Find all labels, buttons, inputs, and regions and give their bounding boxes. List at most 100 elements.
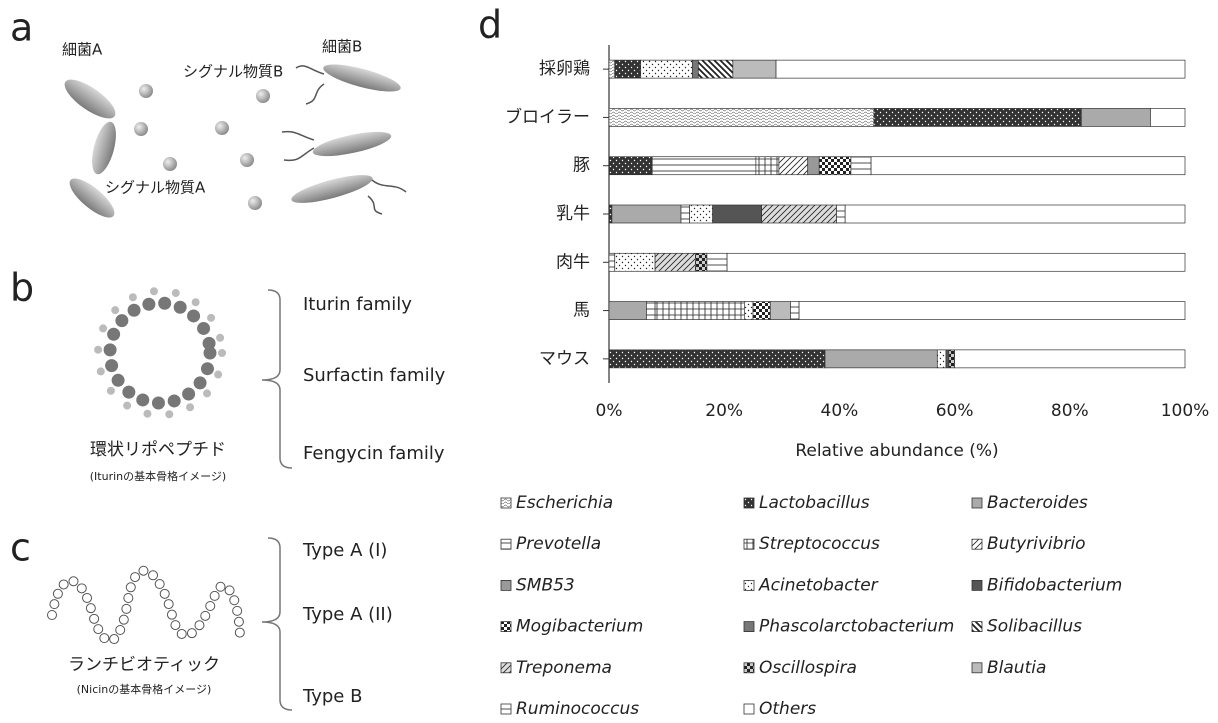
bar-segment: [871, 157, 1185, 175]
x-tick-label: 60%: [936, 401, 974, 421]
legend-label: Oscillospira: [759, 658, 857, 678]
x-axis-label: Relative abundance (%): [795, 441, 998, 461]
bar-segment: [609, 157, 652, 175]
panel-c: c Type A (I) Type A (II) Type B ランチビオティッ…: [10, 526, 393, 711]
bar-segment: [808, 157, 820, 175]
bar-segment: [652, 157, 756, 175]
bar-segment: [713, 205, 762, 223]
legend-label: Butyrivibrio: [987, 534, 1086, 554]
legend-swatch: [501, 704, 511, 714]
panel-letter: d: [478, 3, 502, 47]
panel-b: b Iturin family Surfactin family Fengyci…: [10, 266, 446, 484]
legend-label: SMB53: [516, 575, 575, 595]
bar-segment: [615, 253, 655, 271]
label: 細菌B: [322, 38, 362, 56]
bar-segment: [762, 205, 837, 223]
bar-segment: [1150, 108, 1185, 126]
bar-segment: [851, 157, 871, 175]
bar-segment: [615, 60, 641, 78]
legend-swatch: [501, 498, 511, 508]
bar-segment: [655, 302, 744, 320]
bar-segment: [825, 350, 937, 368]
bar-segment: [776, 60, 1185, 78]
note: (Iturinの基本骨格イメージ): [90, 469, 226, 483]
legend-swatch: [744, 580, 754, 590]
legend-label: Ruminococcus: [516, 699, 639, 719]
legend-swatch: [744, 539, 754, 549]
legend-swatch: [972, 663, 982, 673]
bar-segment: [612, 205, 681, 223]
y-tick-label: 肉牛: [556, 252, 590, 272]
caption: ランチビオティック: [68, 655, 220, 675]
bar-segment: [609, 205, 612, 223]
panel-letter: c: [10, 526, 31, 570]
bracket: [262, 290, 292, 468]
x-tick-label: 80%: [1051, 401, 1089, 421]
bar-segment: [744, 302, 753, 320]
legend-swatch: [744, 663, 754, 673]
x-tick-label: 100%: [1161, 401, 1210, 421]
legend-swatch: [501, 663, 511, 673]
note: (Nicinの基本骨格イメージ): [77, 682, 212, 696]
bar-segment: [609, 350, 825, 368]
bacteria: [59, 59, 403, 224]
bar-segment: [655, 253, 695, 271]
bar-segment: [946, 350, 949, 368]
bar-segment: [937, 350, 946, 368]
molecule: [110, 303, 210, 403]
bar-segment: [727, 253, 1185, 271]
bar-segment: [1081, 108, 1150, 126]
bar-segment: [646, 302, 655, 320]
bar-segment: [819, 157, 851, 175]
legend-label: Treponema: [516, 658, 612, 678]
y-tick-label: ブロイラー: [505, 106, 590, 127]
bar-segment: [695, 253, 707, 271]
bar-segment: [698, 60, 733, 78]
legend-label: Others: [759, 699, 816, 719]
x-tick-label: 40%: [821, 401, 859, 421]
y-tick-label: 採卵鶏: [539, 59, 590, 79]
bar-segment: [609, 60, 615, 78]
panel-letter: a: [10, 6, 33, 50]
y-tick-label: 豚: [573, 156, 590, 176]
x-tick-label: 20%: [705, 401, 743, 421]
y-tick-label: 乳牛: [556, 204, 590, 224]
panel-a: a 細菌A 細菌B シグナル物質B シグナル物質A: [10, 6, 406, 224]
bar-segment: [609, 108, 874, 126]
legend-swatch: [744, 622, 754, 632]
caption: 環状リポペプチド: [90, 440, 226, 460]
legend-label: Bifidobacterium: [987, 575, 1122, 595]
label: 細菌A: [62, 41, 103, 59]
type: Type A (II): [302, 604, 393, 625]
legend-label: Escherichia: [516, 493, 613, 513]
bar-segment: [837, 205, 846, 223]
bar-segment: [790, 302, 799, 320]
bar-segment: [641, 60, 693, 78]
legend-swatch: [972, 498, 982, 508]
family: Fengycin family: [303, 443, 445, 464]
bar-segment: [949, 350, 955, 368]
legend-swatch: [501, 539, 511, 549]
family: Surfactin family: [303, 365, 446, 386]
bar-segment: [779, 157, 808, 175]
bar-segment: [609, 302, 646, 320]
legend-label: Phascolarctobacterium: [759, 617, 954, 637]
legend-swatch: [972, 580, 982, 590]
bar-segment: [770, 302, 790, 320]
figure: a 細菌A 細菌B シグナル物質B シグナル物質A b Iturin fa: [0, 0, 1218, 719]
x-tick-label: 0%: [596, 401, 623, 421]
molecule: [98, 291, 222, 415]
legend-label: Solibacillus: [987, 617, 1082, 637]
legend-label: Bacteroides: [987, 493, 1088, 513]
bar-segment: [799, 302, 1185, 320]
legend-label: Mogibacterium: [516, 617, 643, 637]
panel-letter: b: [10, 266, 34, 310]
legend-swatch: [744, 498, 754, 508]
legend-swatch: [501, 580, 511, 590]
legend-swatch: [501, 622, 511, 632]
legend-label: Prevotella: [516, 534, 601, 554]
bar-segment: [733, 60, 776, 78]
y-tick-label: マウス: [539, 349, 590, 369]
bar-segment: [693, 60, 699, 78]
legend-label: Acinetobacter: [758, 575, 879, 595]
